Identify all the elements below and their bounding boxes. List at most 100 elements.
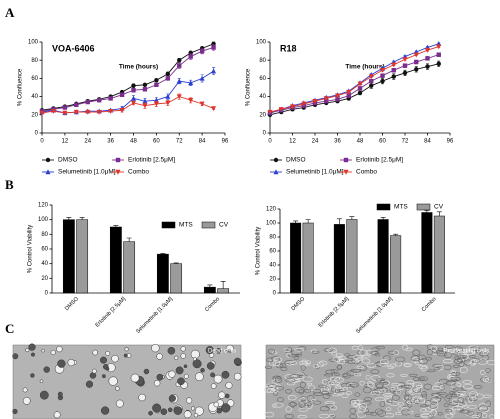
cell bbox=[463, 383, 474, 389]
cell bbox=[395, 356, 406, 363]
x-tick-label: 12 bbox=[62, 139, 69, 145]
cell bbox=[67, 359, 75, 367]
cell bbox=[327, 380, 335, 386]
cell bbox=[359, 380, 365, 386]
bar bbox=[433, 215, 445, 294]
cell bbox=[448, 407, 454, 414]
cell bbox=[53, 411, 61, 419]
error-bar bbox=[293, 220, 299, 223]
marker bbox=[324, 98, 329, 104]
cell bbox=[426, 349, 433, 356]
cell bbox=[457, 397, 465, 403]
cell bbox=[297, 372, 305, 376]
error-bar bbox=[336, 218, 342, 225]
cell bbox=[429, 400, 439, 407]
cell bbox=[100, 406, 110, 415]
cell bbox=[419, 377, 425, 381]
cell bbox=[420, 413, 430, 418]
cell bbox=[334, 373, 340, 376]
cell bbox=[467, 404, 477, 409]
cell bbox=[148, 410, 153, 416]
cell bbox=[289, 374, 300, 379]
cell bbox=[401, 344, 409, 351]
cell bbox=[318, 384, 328, 388]
marker bbox=[391, 74, 396, 79]
x-tick-label: 48 bbox=[130, 139, 137, 145]
marker bbox=[188, 80, 194, 86]
marker bbox=[153, 101, 159, 107]
cell bbox=[264, 411, 274, 418]
marker bbox=[357, 81, 363, 87]
marker bbox=[402, 63, 408, 68]
cell bbox=[371, 375, 381, 381]
cell bbox=[424, 400, 429, 404]
micrograph bbox=[263, 344, 496, 419]
marker bbox=[142, 82, 148, 87]
cell bbox=[268, 384, 278, 390]
cell bbox=[124, 347, 129, 352]
cell bbox=[115, 399, 124, 408]
cell bbox=[221, 370, 230, 379]
marker bbox=[335, 97, 340, 102]
marker bbox=[108, 108, 114, 114]
cell bbox=[336, 365, 342, 370]
y-tick-label: 40 bbox=[41, 261, 48, 267]
cell bbox=[342, 372, 351, 379]
cell bbox=[342, 386, 348, 391]
cell bbox=[225, 381, 233, 389]
cell bbox=[358, 403, 368, 410]
cell bbox=[295, 386, 305, 394]
cell bbox=[414, 359, 423, 366]
cell bbox=[341, 393, 349, 399]
marker bbox=[165, 76, 171, 81]
cell bbox=[406, 400, 417, 405]
cell bbox=[387, 399, 393, 403]
cell bbox=[350, 383, 357, 388]
cell bbox=[482, 351, 488, 356]
cell bbox=[443, 403, 449, 407]
marker bbox=[413, 52, 419, 58]
cell bbox=[368, 382, 375, 389]
cell bbox=[426, 356, 432, 361]
cell bbox=[450, 376, 461, 381]
y-tick-label: 80 bbox=[31, 58, 38, 64]
marker bbox=[96, 98, 102, 103]
cell bbox=[268, 348, 276, 355]
cell bbox=[213, 401, 220, 408]
cell bbox=[474, 385, 483, 389]
panel-label: A bbox=[5, 5, 15, 20]
cell bbox=[373, 362, 383, 367]
cell bbox=[268, 359, 277, 367]
marker bbox=[425, 56, 430, 61]
cell bbox=[221, 403, 231, 413]
cell bbox=[284, 360, 295, 365]
cell bbox=[91, 368, 97, 374]
series-line bbox=[269, 43, 439, 113]
cell bbox=[298, 401, 306, 408]
cell bbox=[453, 364, 460, 368]
marker bbox=[402, 70, 408, 76]
cell bbox=[379, 379, 387, 383]
marker bbox=[39, 110, 45, 116]
y-tick-label: 80 bbox=[269, 235, 276, 241]
cell bbox=[393, 350, 400, 355]
cell bbox=[272, 375, 281, 379]
cell bbox=[397, 406, 403, 412]
marker bbox=[119, 92, 125, 97]
cell bbox=[420, 408, 427, 413]
marker bbox=[176, 94, 182, 100]
cell bbox=[173, 406, 183, 415]
legend-marker bbox=[273, 157, 279, 163]
cell bbox=[417, 376, 429, 382]
marker bbox=[278, 107, 284, 113]
cell bbox=[337, 388, 347, 392]
cell bbox=[183, 410, 192, 419]
cell bbox=[390, 387, 396, 391]
cell bbox=[280, 366, 288, 372]
x-tick-label: 36 bbox=[107, 139, 114, 145]
cell bbox=[192, 359, 202, 369]
cell bbox=[375, 378, 386, 382]
cell bbox=[416, 397, 426, 404]
marker bbox=[425, 64, 430, 69]
legend-marker bbox=[273, 169, 279, 175]
